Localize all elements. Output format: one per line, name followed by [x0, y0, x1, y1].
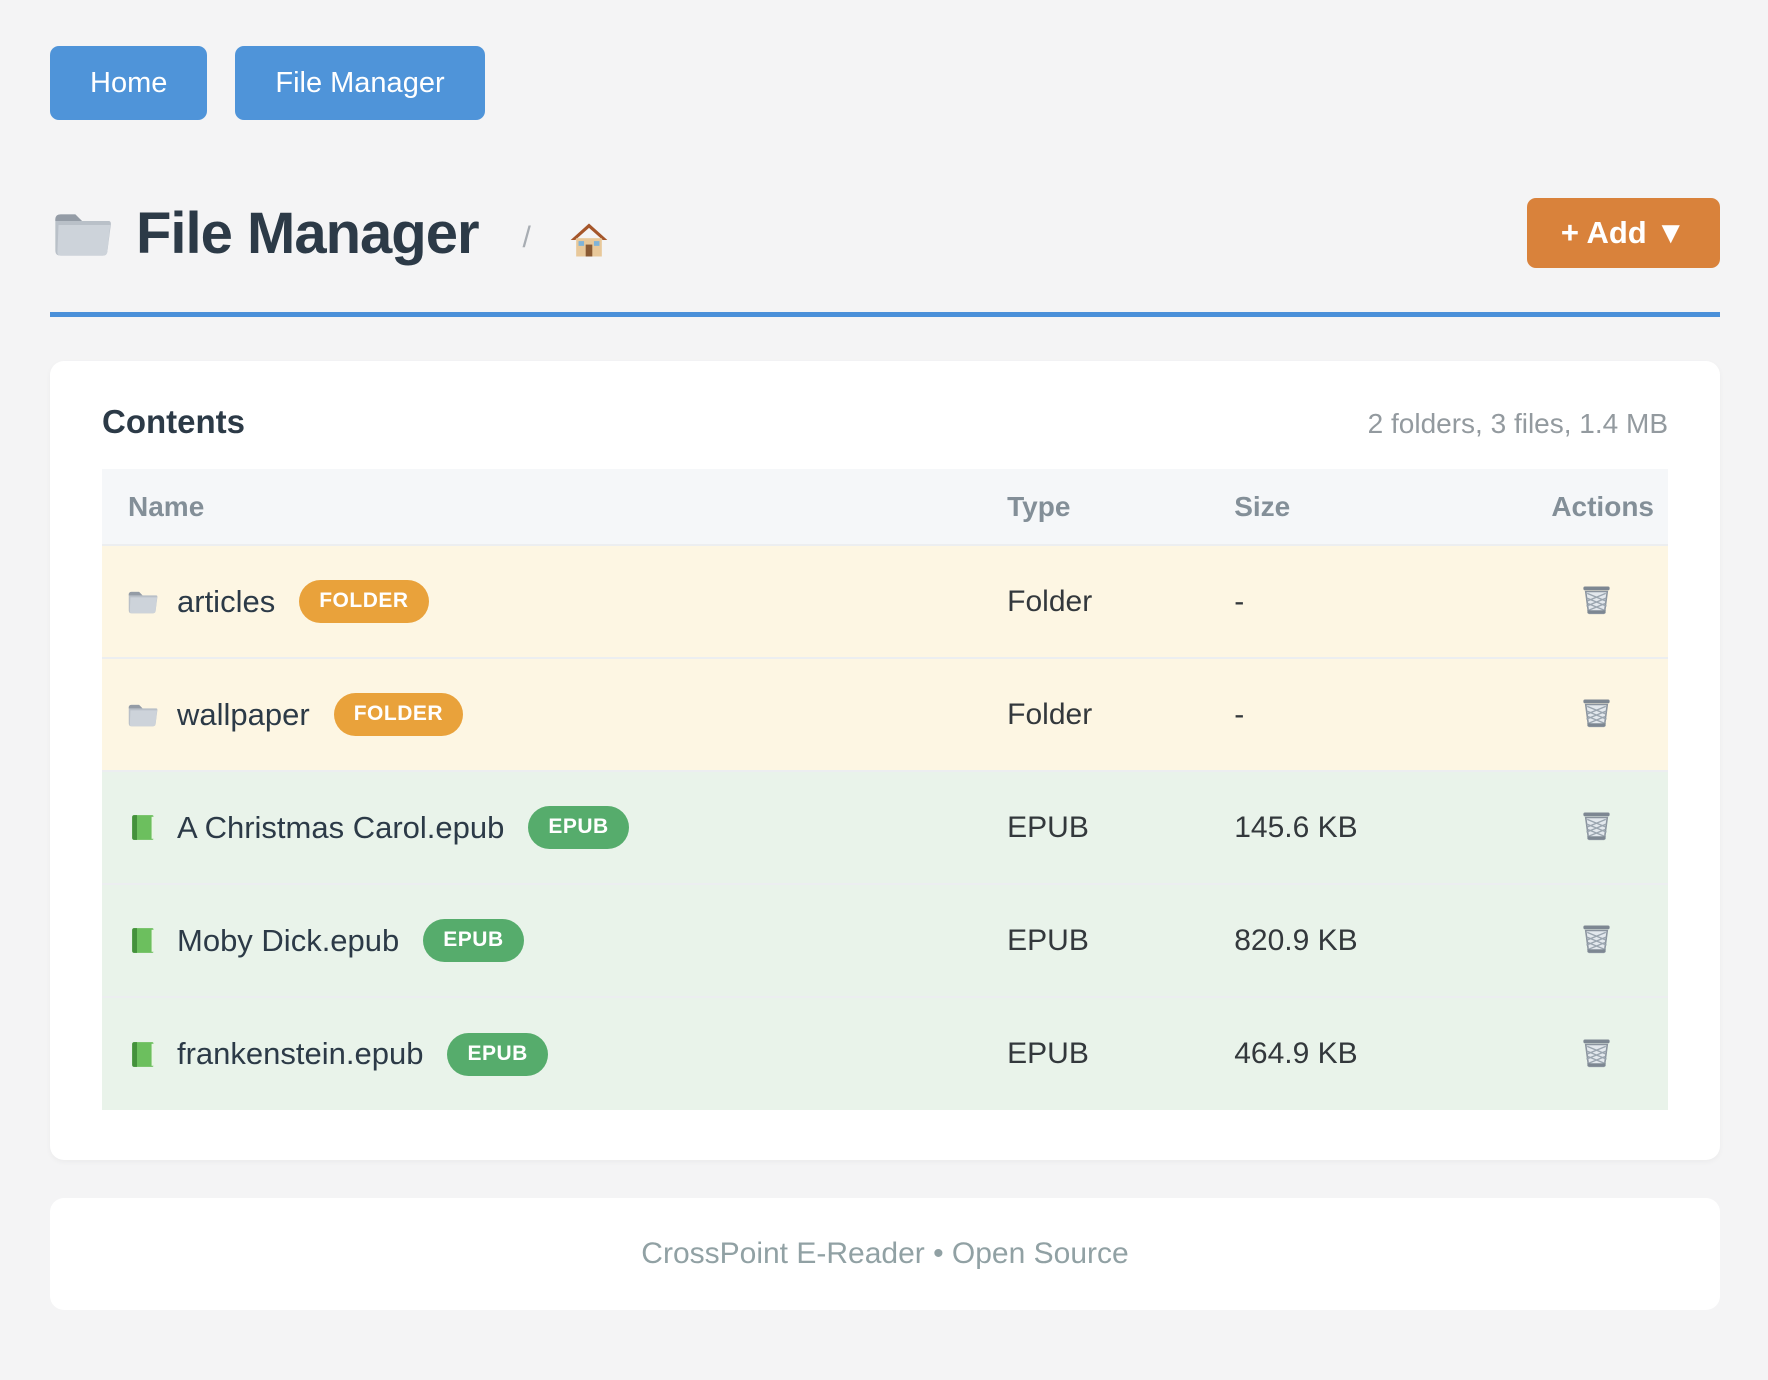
file-name-link[interactable]: wallpaper: [177, 696, 310, 732]
file-name-link[interactable]: Moby Dick.epub: [177, 922, 400, 958]
column-header-type: Type: [1007, 469, 1235, 545]
trash-icon: [1578, 1034, 1615, 1071]
folder-badge: FOLDER: [333, 693, 464, 736]
page-title: File Manager: [136, 200, 480, 266]
contents-summary: 2 folders, 3 files, 1.4 MB: [1367, 408, 1668, 439]
trash-icon: [1578, 581, 1615, 618]
page-header: File Manager / + Add ▼: [50, 198, 1720, 268]
trash-icon: [1578, 807, 1615, 844]
file-type: EPUB: [1007, 810, 1089, 844]
epub-badge: EPUB: [447, 1032, 548, 1076]
file-name-link[interactable]: frankenstein.epub: [177, 1036, 424, 1071]
file-type: Folder: [1007, 697, 1093, 731]
column-header-size: Size: [1234, 469, 1526, 545]
folder-icon: [50, 201, 114, 265]
file-table: Name Type Size Actions articles FOLDER F…: [102, 469, 1668, 1110]
trash-icon: [1578, 920, 1615, 957]
delete-button[interactable]: [1574, 916, 1619, 964]
book-icon: [126, 924, 159, 957]
file-size: 464.9 KB: [1234, 1037, 1358, 1070]
file-name-link[interactable]: A Christmas Carol.epub: [177, 809, 505, 845]
book-icon: [126, 811, 159, 844]
file-type: EPUB: [1007, 923, 1089, 957]
delete-button[interactable]: [1574, 577, 1619, 625]
column-header-name: Name: [102, 469, 1008, 545]
header-divider: [50, 312, 1720, 317]
file-size: -: [1234, 697, 1245, 731]
delete-button[interactable]: [1574, 803, 1619, 851]
table-row-frankenstein: frankenstein.epub EPUB EPUB 464.9 KB: [102, 997, 1668, 1110]
file-manager-button[interactable]: File Manager: [235, 46, 485, 120]
home-button[interactable]: Home: [50, 46, 208, 120]
book-icon: [126, 1038, 159, 1071]
footer: CrossPoint E-Reader • Open Source: [50, 1198, 1720, 1310]
folder-badge: FOLDER: [299, 580, 429, 623]
folder-icon: [126, 698, 159, 731]
table-header-row: Name Type Size Actions: [102, 469, 1668, 545]
contents-card: Contents 2 folders, 3 files, 1.4 MB Name…: [50, 361, 1720, 1160]
footer-text: CrossPoint E-Reader • Open Source: [641, 1237, 1129, 1270]
file-size: -: [1234, 584, 1245, 618]
file-type: Folder: [1007, 584, 1093, 618]
delete-button[interactable]: [1574, 690, 1619, 738]
column-header-actions: Actions: [1525, 469, 1668, 545]
epub-badge: EPUB: [528, 806, 629, 849]
file-size: 820.9 KB: [1234, 923, 1358, 957]
table-row-articles: articles FOLDER Folder -: [102, 545, 1668, 658]
file-type: EPUB: [1007, 1037, 1089, 1070]
home-icon[interactable]: [567, 218, 611, 262]
folder-icon: [126, 585, 159, 618]
add-button[interactable]: + Add ▼: [1526, 198, 1720, 268]
file-name-link[interactable]: articles: [177, 583, 276, 619]
epub-badge: EPUB: [423, 919, 524, 962]
top-nav: Home File Manager: [50, 46, 1720, 120]
breadcrumb-separator: /: [522, 221, 531, 254]
table-row-christmas-carol: A Christmas Carol.epub EPUB EPUB 145.6 K…: [102, 771, 1668, 884]
table-row-wallpaper: wallpaper FOLDER Folder -: [102, 658, 1668, 771]
trash-icon: [1578, 694, 1615, 731]
contents-heading: Contents: [102, 403, 245, 440]
delete-button[interactable]: [1574, 1030, 1619, 1078]
table-row-moby-dick: Moby Dick.epub EPUB EPUB 820.9 KB: [102, 884, 1668, 997]
file-size: 145.6 KB: [1234, 810, 1358, 844]
